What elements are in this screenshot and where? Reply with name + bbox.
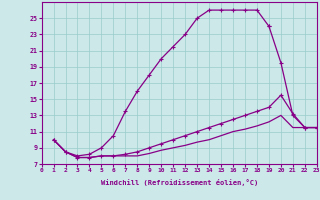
- X-axis label: Windchill (Refroidissement éolien,°C): Windchill (Refroidissement éolien,°C): [100, 179, 258, 186]
